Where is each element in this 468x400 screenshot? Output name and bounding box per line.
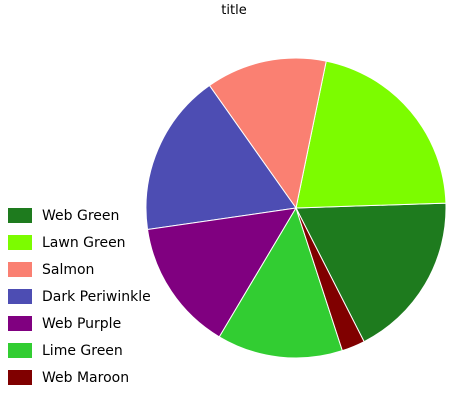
pie-slice-lime-green xyxy=(218,206,343,359)
chart-title: title xyxy=(221,3,247,18)
legend: Web Green Lawn Green Salmon Dark Periwinkle… xyxy=(8,202,151,391)
legend-swatch xyxy=(8,343,32,358)
legend-label: Web Green xyxy=(42,207,120,224)
legend-swatch xyxy=(8,370,32,385)
legend-label: Dark Periwinkle xyxy=(42,288,151,305)
pie-slice-dark-periwinkle xyxy=(145,84,297,231)
pie-slice-salmon xyxy=(208,57,327,210)
legend-label: Salmon xyxy=(42,261,95,278)
legend-label: Web Maroon xyxy=(42,369,130,386)
legend-item-web-purple: Web Purple xyxy=(8,310,151,337)
legend-label: Web Purple xyxy=(42,315,122,332)
legend-label: Lime Green xyxy=(42,342,123,359)
legend-label: Lawn Green xyxy=(42,234,126,251)
legend-item-web-maroon: Web Maroon xyxy=(8,364,151,391)
legend-swatch xyxy=(8,208,32,223)
legend-swatch xyxy=(8,235,32,250)
pie-slice-web-maroon xyxy=(295,207,365,352)
legend-item-salmon: Salmon xyxy=(8,256,151,283)
legend-item-lawn-green: Lawn Green xyxy=(8,229,151,256)
legend-swatch xyxy=(8,316,32,331)
legend-swatch xyxy=(8,289,32,304)
pie-slice-lawn-green xyxy=(295,60,447,209)
legend-swatch xyxy=(8,262,32,277)
legend-item-web-green: Web Green xyxy=(8,202,151,229)
legend-item-dark-periwinkle: Dark Periwinkle xyxy=(8,283,151,310)
legend-item-lime-green: Lime Green xyxy=(8,337,151,364)
pie-slice-web-purple xyxy=(146,207,297,338)
pie-slice-web-green xyxy=(295,202,447,343)
